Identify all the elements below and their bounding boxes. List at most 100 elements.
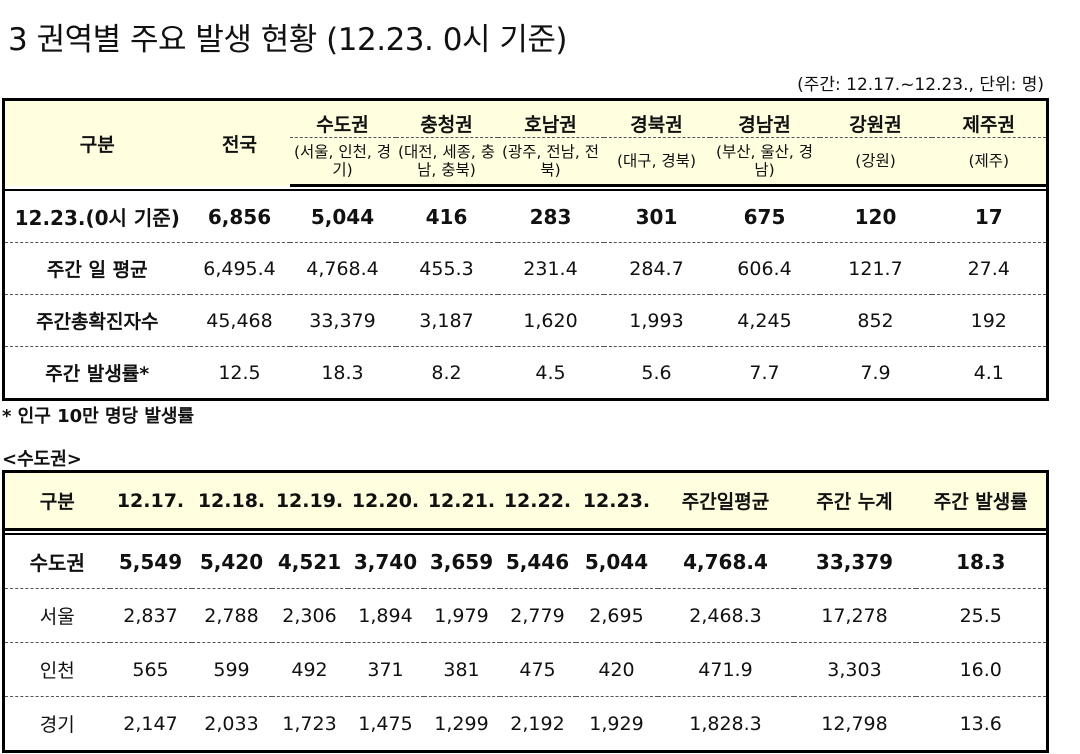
table-cell: 1,993 (603, 294, 710, 347)
table-cell: 33,379 (815, 549, 894, 574)
table-cell: 6,495.4 (189, 242, 290, 295)
table-cell: 1,723 (271, 696, 348, 752)
table-cell: 416 (425, 204, 468, 229)
table-cell: 4,521 (277, 549, 342, 574)
table-cell: 3,659 (429, 549, 494, 574)
table2-header-row: 구분 12.17. 12.18. 12.19. 12.20. 12.21. 12.22. 12… (3, 471, 1048, 531)
table1-region-sub: (대구, 경북) (603, 137, 710, 187)
row-label: 주간 발생률* (3, 346, 190, 400)
table-cell: 283 (529, 204, 572, 229)
row-label: 주간총확진자수 (3, 294, 190, 347)
table-row: 주간 발생률* 12.5 18.3 8.2 4.5 5.6 7.7 7.9 4.1 (3, 346, 1048, 400)
table2-header-cell: 주간 발생률 (915, 471, 1048, 531)
table-cell: 565 (109, 642, 192, 697)
table1-header-region: 강원권 (819, 99, 932, 138)
table-cell: 1,475 (347, 696, 424, 752)
table-cell: 12,798 (793, 696, 916, 752)
table1-subheader-row: (서울, 인천, 경기) (대전, 세종, 충남, 충북) (광주, 전남, 전… (4, 137, 1048, 187)
page-title: 3 권역별 주요 발생 현황 (12.23. 0시 기준) (8, 22, 567, 58)
table-cell: 3,187 (395, 294, 498, 347)
table1-region-sub: (광주, 전남, 전북) (497, 137, 604, 187)
table-cell: 675 (743, 204, 786, 229)
table-cell: 2,779 (499, 588, 576, 643)
regional-summary-table: 구분 전국 수도권 충청권 호남권 경북권 경남권 강원권 제주권 (서울, 인… (2, 98, 1049, 401)
table-cell: 599 (191, 642, 272, 697)
table1-header-gap (3, 185, 1048, 191)
table-cell: 17 (974, 204, 1003, 229)
table2-header-cell: 12.17. (109, 471, 192, 531)
table2-gap-cell (3, 529, 1048, 535)
table1-header-region: 경북권 (603, 99, 710, 138)
table1-region-sub: (서울, 인천, 경기) (289, 137, 396, 187)
table-cell: 45,468 (189, 294, 290, 347)
table1-header-region: 제주권 (931, 99, 1048, 138)
table-cell: 4,245 (709, 294, 820, 347)
table1-header-region: 호남권 (497, 99, 604, 138)
table-cell: 3,740 (353, 549, 418, 574)
table-cell: 420 (575, 642, 658, 697)
table1-header-region: 충청권 (395, 99, 498, 138)
table-cell: 2,306 (271, 588, 348, 643)
table1-region-sub: (대전, 세종, 충남, 충북) (395, 137, 498, 187)
table-cell: 18.3 (289, 346, 396, 400)
row-label: 인천 (3, 642, 110, 697)
table-row: 서울 2,837 2,788 2,306 1,894 1,979 2,779 2,695 2,4… (3, 588, 1048, 643)
table-cell: 1,894 (347, 588, 424, 643)
table-cell: 471.9 (657, 642, 794, 697)
row-label: 주간 일 평균 (3, 242, 190, 295)
table-cell: 7.9 (819, 346, 932, 400)
table-cell: 284.7 (603, 242, 710, 295)
table2-header-cell: 12.19. (271, 471, 348, 531)
table-cell: 371 (347, 642, 424, 697)
table1-gap-cell (3, 185, 1048, 191)
table-cell: 5,044 (584, 549, 649, 574)
table-cell: 12.5 (189, 346, 290, 400)
table-cell: 17,278 (793, 588, 916, 643)
table-cell: 3,303 (793, 642, 916, 697)
row-label: 수도권 (29, 551, 85, 575)
table-cell: 381 (423, 642, 500, 697)
table2-header-cell: 12.22. (499, 471, 576, 531)
table-cell: 2,837 (109, 588, 192, 643)
table-cell: 301 (635, 204, 678, 229)
table-cell: 455.3 (395, 242, 498, 295)
table-cell: 33,379 (289, 294, 396, 347)
table-cell: 1,828.3 (657, 696, 794, 752)
table1-region-sub: (부산, 울산, 경남) (709, 137, 820, 187)
table2-header-gap (3, 529, 1048, 535)
table2-header-cell: 12.21. (423, 471, 500, 531)
table-cell: 4,768.4 (289, 242, 396, 295)
table-cell: 16.0 (915, 642, 1048, 697)
row-label: 경기 (3, 696, 110, 752)
table-row: 12.23.(0시 기준) 6,856 5,044 416 283 301 675 120 17 (4, 190, 1048, 243)
table-cell: 192 (931, 294, 1048, 347)
table-row: 주간총확진자수 45,468 33,379 3,187 1,620 1,993 4,245 8… (3, 294, 1048, 347)
table-cell: 121.7 (819, 242, 932, 295)
table2-header-cell: 구분 (3, 471, 110, 531)
table1-header-region: 경남권 (709, 99, 820, 138)
table1-header-gubun: 구분 (3, 99, 190, 186)
table-cell: 27.4 (931, 242, 1048, 295)
table1-header-national: 전국 (189, 99, 290, 186)
row-label: 12.23.(0시 기준) (14, 206, 180, 230)
table-cell: 492 (271, 642, 348, 697)
section-label: <수도권> (2, 449, 82, 470)
table-cell: 25.5 (915, 588, 1048, 643)
table-cell: 18.3 (956, 549, 1006, 574)
table-cell: 475 (499, 642, 576, 697)
table-cell: 120 (854, 204, 897, 229)
table-cell: 1,979 (423, 588, 500, 643)
table-cell: 231.4 (497, 242, 604, 295)
table-cell: 2,147 (109, 696, 192, 752)
table2-header-cell: 주간일평균 (657, 471, 794, 531)
table-cell: 606.4 (709, 242, 820, 295)
table1-region-sub: (제주) (931, 137, 1048, 187)
capital-area-table: 구분 12.17. 12.18. 12.19. 12.20. 12.21. 12.22. 12… (2, 470, 1049, 753)
table-cell: 13.6 (915, 696, 1048, 752)
table2-header-cell: 12.18. (191, 471, 272, 531)
table1-header-region: 수도권 (289, 99, 396, 138)
row-label: 서울 (3, 588, 110, 643)
table-cell: 2,468.3 (657, 588, 794, 643)
table-cell: 5.6 (603, 346, 710, 400)
table-cell: 5,420 (199, 549, 264, 574)
